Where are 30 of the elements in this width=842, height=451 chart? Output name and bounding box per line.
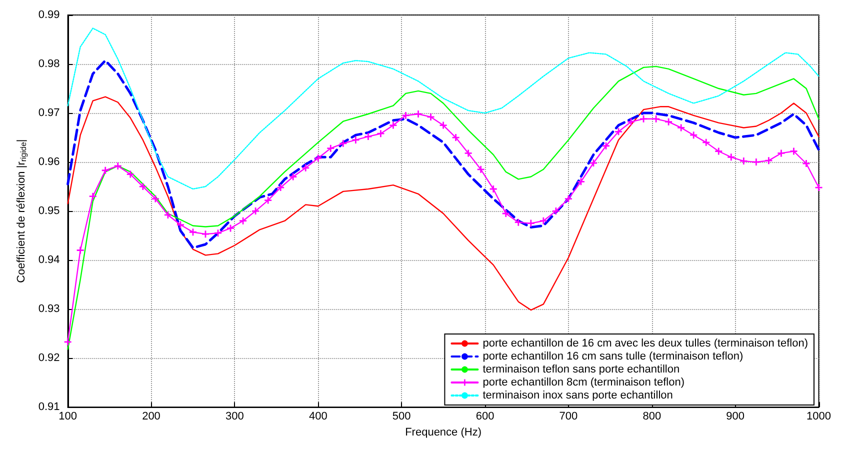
y-tick-label: 0.91 <box>38 401 60 414</box>
y-tick-label: 0.96 <box>38 156 60 168</box>
y-tick-label: 0.94 <box>38 254 60 266</box>
y-tick-label: 0.98 <box>38 58 60 70</box>
x-tick-label: 200 <box>142 410 160 423</box>
legend-label: porte echantillon 8cm (terminaison teflon) <box>482 376 684 388</box>
y-tick-label: 0.99 <box>38 9 60 21</box>
y-axis-title: Coefficient de réflexion |rrigide| <box>16 139 28 283</box>
legend-label: porte echantillon de 16 cm avec les deux tulles (terminaison teflon) <box>482 338 808 350</box>
y-tick-label: 0.95 <box>38 205 60 218</box>
x-tick-label: 500 <box>392 410 411 423</box>
legend-label: porte echantillon 16 cm sans tulle (terminaison teflon) <box>482 350 744 362</box>
x-axis-title: Frequence (Hz) <box>405 426 482 438</box>
x-tick-label: 600 <box>476 410 494 423</box>
x-tick-label: 1000 <box>806 410 832 423</box>
line-series <box>67 66 820 350</box>
x-tick-label: 700 <box>559 410 578 423</box>
line-series <box>67 28 820 190</box>
legend-label: terminaison inox sans porte echantillon <box>482 390 673 402</box>
line-series <box>66 59 820 250</box>
x-tick-label: 100 <box>58 410 77 423</box>
x-tick-label: 800 <box>642 410 662 423</box>
y-tick-label: 0.93 <box>38 303 60 316</box>
x-tick-label: 900 <box>726 410 745 423</box>
line-series <box>67 96 820 311</box>
x-tick-label: 400 <box>308 410 328 423</box>
legend-label: terminaison teflon sans porte echantillon <box>482 364 680 376</box>
y-tick-label: 0.92 <box>38 352 60 364</box>
x-tick-label: 300 <box>226 410 244 423</box>
y-tick-label: 0.97 <box>38 107 60 120</box>
